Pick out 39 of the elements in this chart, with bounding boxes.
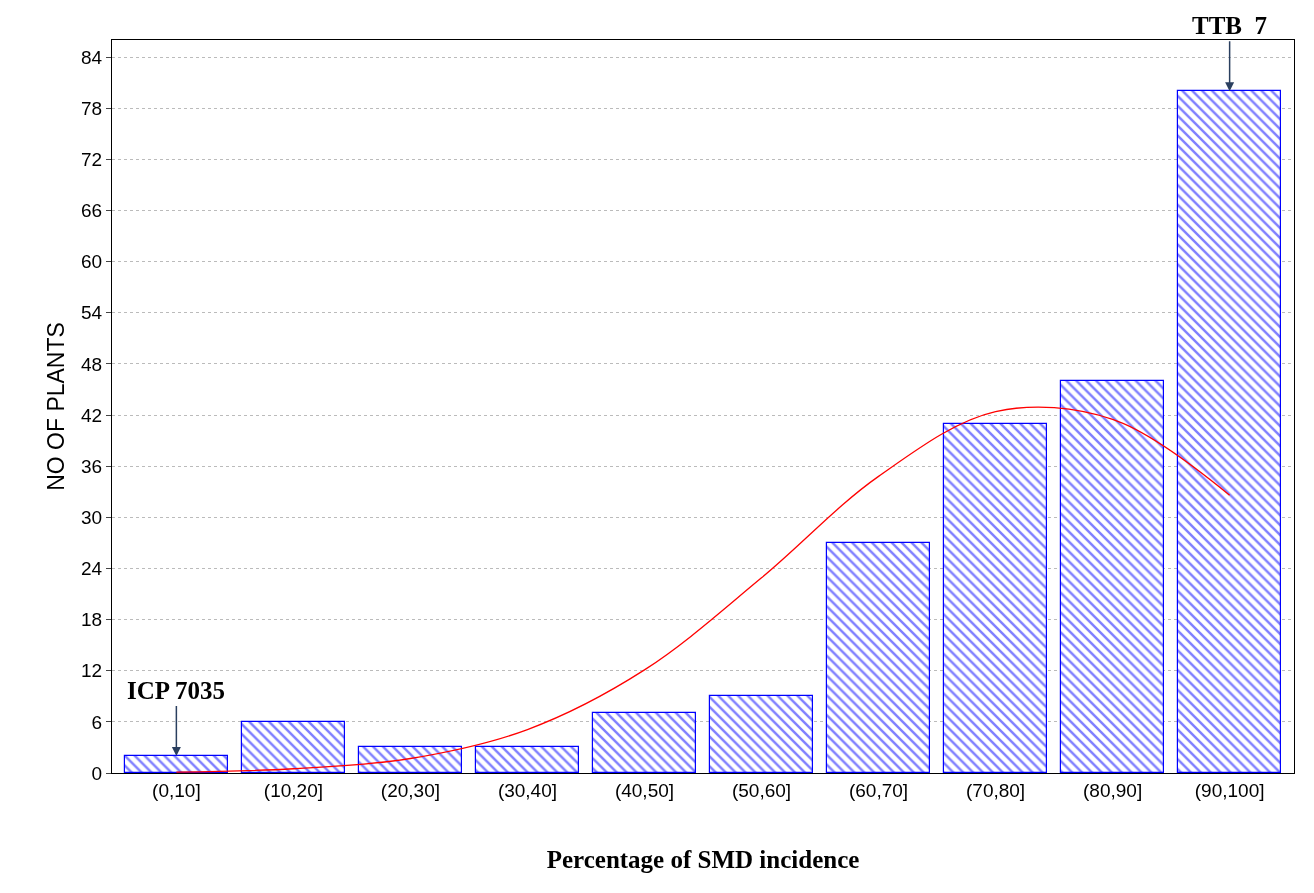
bar [1059, 379, 1164, 773]
bar [357, 745, 462, 773]
y-tick-label: 36 [81, 455, 103, 477]
y-tick-label: 12 [81, 660, 103, 682]
bar [123, 754, 228, 773]
x-tick-label: (60,70] [848, 779, 909, 801]
bar [1176, 89, 1281, 773]
y-tick-label: 0 [91, 762, 103, 784]
x-tick-label: (10,20] [263, 779, 323, 801]
y-tick-label: 48 [81, 353, 103, 375]
y-tick-label: 54 [81, 302, 103, 324]
x-tick-label: (20,30] [380, 779, 441, 801]
x-axis-title: Percentage of SMD incidence [546, 845, 860, 873]
bar [825, 541, 930, 773]
y-tick-label: 30 [81, 506, 103, 528]
bar [708, 694, 813, 773]
x-tick-label: (80,90] [1083, 779, 1143, 801]
y-tick-label: 6 [91, 711, 103, 733]
bar [942, 422, 1047, 773]
y-tick-label: 18 [81, 609, 103, 631]
x-tick-label: (90,100] [1194, 779, 1265, 801]
y-tick-label: 24 [81, 558, 103, 580]
y-tick-label: 84 [81, 46, 103, 68]
annotation: ICP 7035 [127, 677, 225, 704]
annotation: TTB 7 [1192, 12, 1268, 39]
x-tick-label: (70,80] [965, 779, 1026, 801]
y-tick-label: 66 [81, 200, 103, 222]
x-tick-label: (50,60] [731, 779, 792, 801]
y-axis-title: NO OF PLANTS [42, 322, 69, 491]
x-tick-label: (40,50] [614, 779, 675, 801]
y-tick-label: 42 [81, 404, 103, 426]
bar [474, 745, 579, 773]
x-tick-label: (30,40] [497, 779, 558, 801]
x-tick-label: (0,10] [152, 779, 201, 801]
bar [240, 720, 345, 773]
bar [591, 711, 696, 773]
y-tick-label: 78 [81, 97, 103, 119]
y-tick-label: 60 [81, 251, 103, 273]
y-tick-label: 72 [81, 148, 103, 170]
